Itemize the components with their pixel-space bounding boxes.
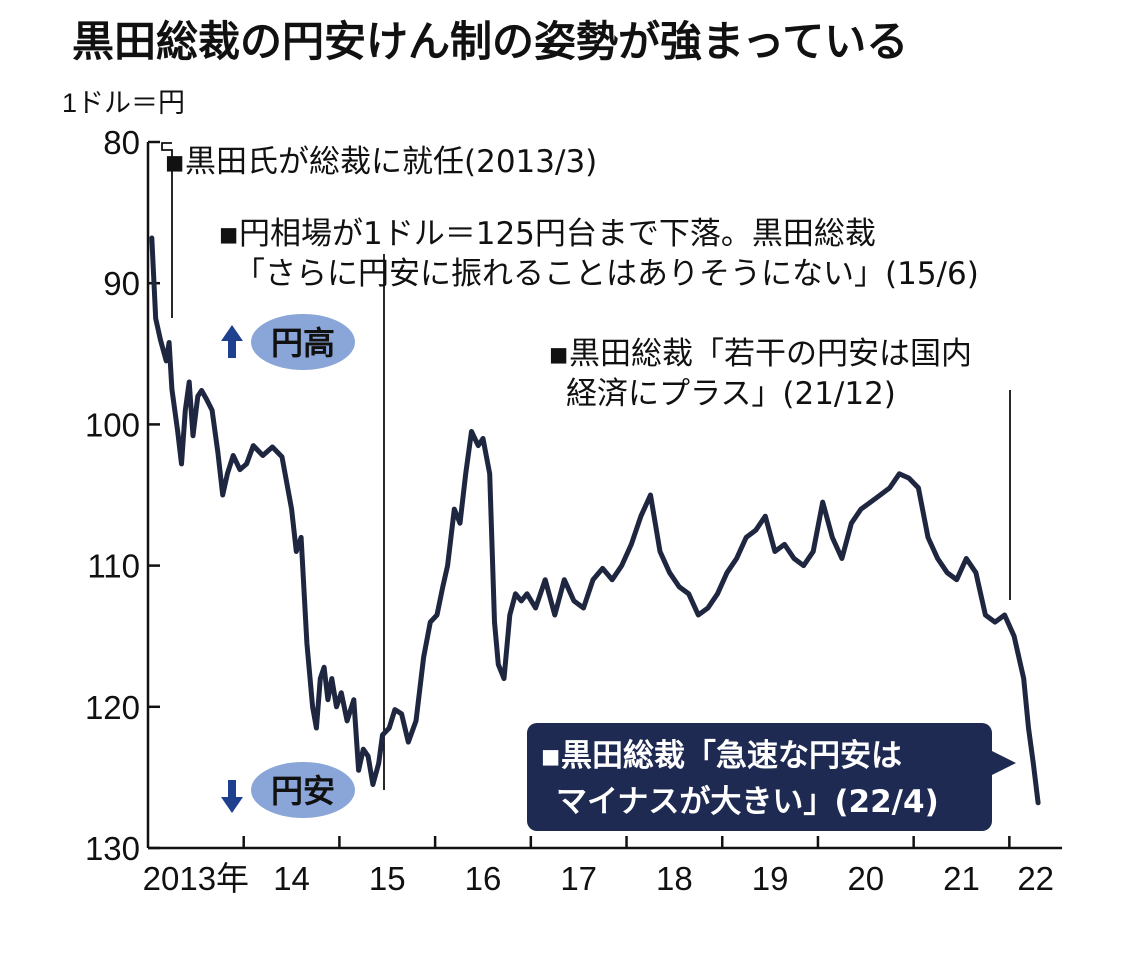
badge-yen-weak-label: 円安 — [271, 772, 335, 810]
y-axis-ticks: 80 90 100 110 120 130 — [85, 124, 160, 867]
x-tick-label: 19 — [752, 860, 789, 897]
leader-line-2013-3 — [161, 142, 173, 318]
up-arrow-icon — [221, 325, 243, 358]
y-tick-label: 90 — [103, 265, 140, 302]
annotation-22-4-line1: ▪黒田総裁「急速な円安は — [540, 738, 902, 774]
y-tick-label: 100 — [85, 406, 140, 443]
callout-pointer — [990, 750, 1016, 776]
annotation-22-4-bg — [527, 723, 992, 831]
badge-yen-strong: 円高 — [221, 314, 355, 370]
x-tick-label: 2013年 — [143, 860, 249, 897]
x-tick-label: 17 — [560, 860, 597, 897]
chart-title: 黒田総裁の円安けん制の姿勢が強まっている — [72, 17, 908, 66]
y-tick-label: 110 — [87, 548, 140, 585]
annotation-leaders — [161, 142, 1011, 790]
y-tick-label: 130 — [85, 830, 140, 867]
annotation-15-6-line1: ▪円相場が1ドル＝125円台まで下落。黒田総裁 — [218, 216, 876, 252]
down-arrow-icon — [221, 780, 243, 813]
y-axis-unit-label: 1ドル＝円 — [62, 88, 185, 118]
badge-yen-strong-label: 円高 — [271, 324, 335, 362]
y-tick-label: 120 — [85, 689, 140, 726]
x-axis-ticks: 2013年 14 15 16 17 18 19 20 21 22 — [143, 836, 1054, 897]
badge-yen-weak-bg — [251, 762, 355, 818]
annotation-22-4-box: ▪黒田総裁「急速な円安は マイナスが大きい」(22/4) — [527, 723, 1016, 831]
badge-yen-strong-bg — [251, 314, 355, 370]
annotation-22-4-line2: マイナスが大きい」(22/4) — [556, 784, 939, 820]
annotation-2013-3: ▪黒田氏が総裁に就任(2013/3) — [164, 144, 597, 180]
x-tick-label: 20 — [847, 860, 884, 897]
annotation-21-12-line1: ▪黒田総裁「若干の円安は国内 — [548, 336, 972, 372]
annotation-21-12-line2: 経済にプラス」(21/12) — [566, 376, 896, 412]
x-tick-label: 18 — [656, 860, 693, 897]
badge-yen-weak: 円安 — [221, 762, 355, 818]
x-tick-label: 14 — [273, 860, 310, 897]
series-line-usd-jpy — [149, 235, 1041, 806]
x-tick-label: 22 — [1017, 860, 1054, 897]
x-tick-label: 21 — [943, 860, 980, 897]
y-tick-label: 80 — [103, 124, 140, 161]
annotation-15-6-line2: 「さらに円安に振れることはありそうにない」(15/6) — [234, 256, 979, 292]
x-tick-label: 15 — [369, 860, 406, 897]
x-tick-label: 16 — [465, 860, 502, 897]
